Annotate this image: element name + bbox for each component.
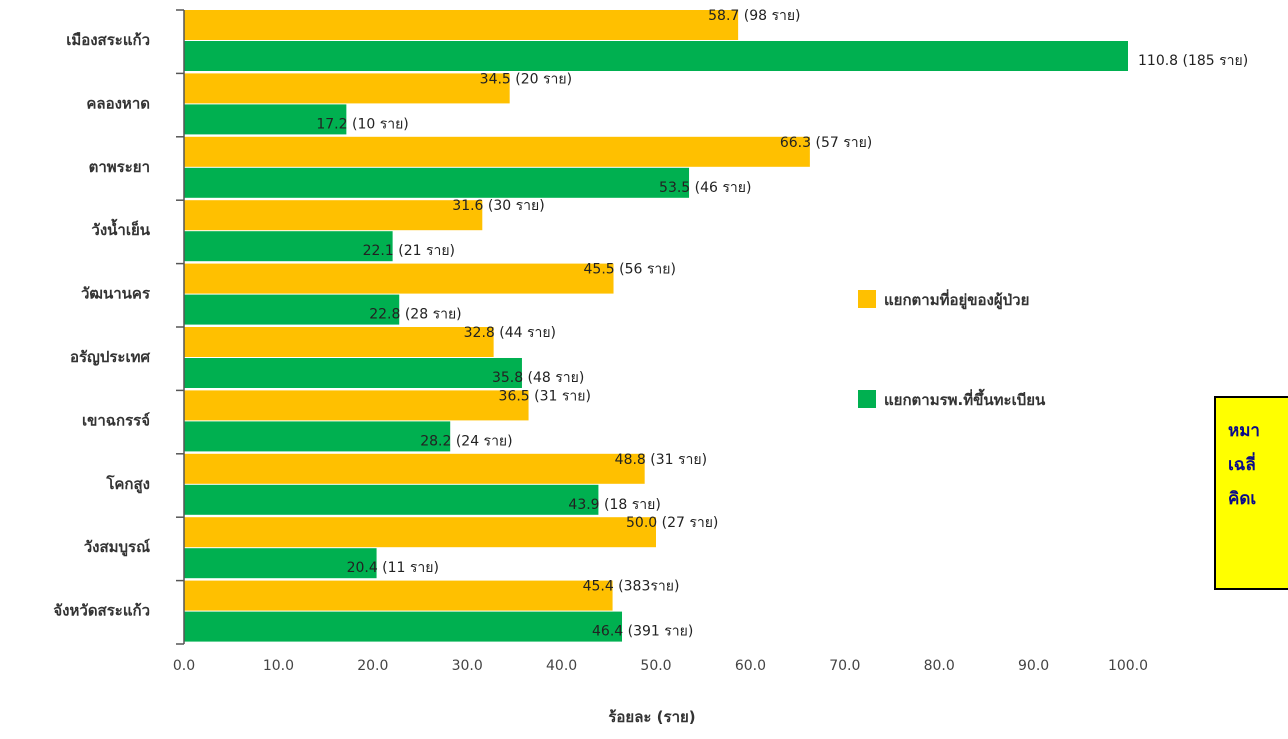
bars bbox=[184, 10, 1128, 642]
bar-home bbox=[184, 390, 529, 421]
data-label: 28.2 (24 ราย) bbox=[420, 433, 512, 449]
bar-home bbox=[184, 10, 739, 40]
bar-hospital bbox=[184, 167, 690, 198]
x-tick-label: 100.0 bbox=[1108, 658, 1148, 674]
category-label: วัฒนานคร bbox=[81, 285, 151, 303]
bar-hospital bbox=[184, 611, 623, 642]
note-line-2: เฉลี่ bbox=[1228, 455, 1256, 475]
bar-hospital bbox=[184, 358, 522, 388]
data-label: 58.7 (98 ราย) bbox=[708, 8, 800, 24]
bar-home bbox=[184, 453, 645, 484]
data-label: 34.5 (20 ราย) bbox=[480, 71, 572, 87]
category-label: คลองหาด bbox=[86, 94, 150, 112]
data-label: 45.4 (383ราย) bbox=[583, 579, 680, 595]
x-tick-label: 60.0 bbox=[735, 658, 766, 674]
x-tick-label: 10.0 bbox=[263, 658, 294, 674]
bar-hospital bbox=[184, 294, 400, 325]
bar-hospital bbox=[184, 231, 393, 262]
x-tick-label: 50.0 bbox=[640, 658, 671, 674]
data-label: 22.1 (21 ราย) bbox=[363, 243, 455, 259]
y-axis bbox=[176, 9, 185, 645]
bar-home bbox=[184, 136, 810, 167]
x-tick-label: 70.0 bbox=[829, 658, 860, 674]
bar-home bbox=[184, 517, 656, 548]
data-label: 36.5 (31 ราย) bbox=[499, 388, 591, 404]
data-label: 35.8 (48 ราย) bbox=[492, 370, 584, 386]
category-labels: เมืองสระแก้วคลองหาดตาพระยาวังน้ำเย็นวัฒน… bbox=[53, 31, 151, 620]
data-label: 50.0 (27 ราย) bbox=[626, 515, 718, 531]
x-tick-label: 30.0 bbox=[452, 658, 483, 674]
x-tick-label: 40.0 bbox=[546, 658, 577, 674]
category-label: จังหวัดสระแก้ว bbox=[53, 602, 150, 620]
bar-home bbox=[184, 327, 494, 357]
x-axis-title: ร้อยละ (ราย) bbox=[608, 708, 695, 726]
note-box: หมา เฉลี่ คิดเ bbox=[1214, 396, 1288, 590]
category-label: โคกสูง bbox=[105, 474, 150, 494]
bar-home bbox=[184, 73, 510, 104]
category-label: ตาพระยา bbox=[89, 158, 150, 176]
x-tick-label: 80.0 bbox=[924, 658, 955, 674]
data-label: 20.4 (11 ราย) bbox=[347, 560, 439, 576]
x-tick-label: 0.0 bbox=[173, 658, 195, 674]
data-label: 48.8 (31 ราย) bbox=[615, 452, 707, 468]
legend-swatch-hospital bbox=[858, 390, 876, 408]
legend-label: แยกตามที่อยู่ของผู้ป่วย bbox=[884, 289, 1029, 310]
legend: แยกตามที่อยู่ของผู้ป่วยแยกตามรพ.ที่ขึ้นท… bbox=[858, 289, 1046, 409]
note-line-3: คิดเ bbox=[1228, 489, 1257, 509]
legend-swatch-home bbox=[858, 290, 876, 308]
note-line-1: หมา bbox=[1228, 421, 1260, 441]
x-tick-label: 20.0 bbox=[357, 658, 388, 674]
value-labels: 58.7 (98 ราย) 110.8 (185 ราย) 34.5 (20 ราย… bbox=[316, 8, 1248, 640]
data-label: 22.8 (28 ราย) bbox=[369, 307, 461, 323]
bar-hospital bbox=[184, 104, 347, 135]
bar-hospital bbox=[184, 548, 377, 579]
legend-label: แยกตามรพ.ที่ขึ้นทะเบียน bbox=[884, 388, 1046, 409]
data-label: 17.2 (10 ราย) bbox=[316, 116, 408, 132]
bar-hospital bbox=[184, 421, 451, 452]
data-label: 45.5 (56 ราย) bbox=[584, 262, 676, 278]
bar-home bbox=[184, 580, 613, 611]
bar-home bbox=[184, 200, 483, 231]
data-label: 31.6 (30 ราย) bbox=[452, 198, 544, 214]
category-label: วังน้ำเย็น bbox=[91, 218, 150, 239]
category-label: อรัญประเทศ bbox=[70, 348, 150, 366]
bar-hospital bbox=[184, 484, 599, 515]
data-label: 43.9 (18 ราย) bbox=[568, 497, 660, 513]
data-label: 53.5 (46 ราย) bbox=[659, 180, 751, 196]
data-label: 46.4 (391 ราย) bbox=[592, 624, 693, 640]
category-label: วังสมบูรณ์ bbox=[84, 538, 150, 557]
x-tick-labels: 0.0 10.0 20.0 30.0 40.0 50.0 60.0 70.0 80.0 90.0 1… bbox=[173, 658, 1148, 674]
category-label: เขาฉกรรจ์ bbox=[82, 411, 150, 429]
data-label: 110.8 (185 ราย) bbox=[1138, 53, 1248, 69]
data-label: 32.8 (44 ราย) bbox=[464, 325, 556, 341]
bar-home bbox=[184, 263, 614, 294]
x-tick-label: 90.0 bbox=[1018, 658, 1049, 674]
data-label: 66.3 (57 ราย) bbox=[780, 135, 872, 151]
bar-hospital bbox=[184, 41, 1128, 71]
category-label: เมืองสระแก้ว bbox=[66, 31, 150, 49]
